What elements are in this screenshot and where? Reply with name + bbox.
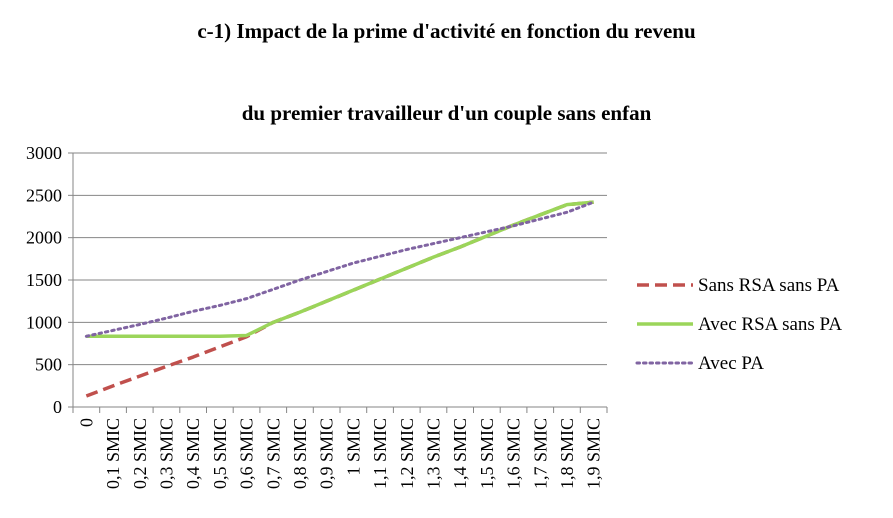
x-tick-label: 0,2 SMIC [130,418,150,489]
x-tick-label: 1,1 SMIC [370,418,390,489]
series-line-3 [84,200,596,338]
x-tick-label: 0,5 SMIC [210,418,230,489]
x-tick-label: 0,6 SMIC [237,418,257,489]
chart-subtitle: du premier travailleur d'un couple sans … [241,101,652,125]
series-line-2 [86,200,594,339]
series-line-1 [85,200,594,398]
x-tick-label: 0 [76,418,96,427]
x-tick-label: 1 SMIC [343,418,363,476]
x-tick-label: 1,4 SMIC [450,418,470,489]
legend-label: Avec PA [698,353,764,374]
y-tick-label: 3000 [26,143,62,163]
x-tick-label: 1,2 SMIC [397,418,417,489]
legend-label: Sans RSA sans PA [698,275,840,296]
y-axis: 0 500 1000 1500 2000 2500 3000 [26,143,74,417]
y-tick-label: 1500 [26,270,62,290]
x-tick-label: 1,9 SMIC [584,418,604,489]
x-tick-label: 1,7 SMIC [530,418,550,489]
y-tick-label: 2500 [26,185,62,205]
x-tick-label: 1,8 SMIC [557,418,577,489]
x-axis: 0 0,1 SMIC 0,2 SMIC 0,3 SMIC 0,4 SMIC 0,5 SMI… [72,406,608,489]
gridlines [73,152,607,366]
chart-title: c-1) Impact de la prime d'activité en fo… [197,19,696,43]
x-tick-label: 0,3 SMIC [156,418,176,489]
y-tick-label: 2000 [26,228,62,248]
x-tick-label: 1,6 SMIC [504,418,524,489]
x-tick-label: 0,9 SMIC [317,418,337,489]
legend: Sans RSA sans PA Avec RSA sans PA Avec PA [635,275,842,374]
x-tick-label: 1,3 SMIC [423,418,443,489]
legend-label: Avec RSA sans PA [698,314,842,335]
x-tick-label: 0,1 SMIC [103,418,123,489]
y-tick-label: 0 [53,397,62,417]
y-tick-label: 500 [35,355,62,375]
x-tick-label: 0,7 SMIC [263,418,283,489]
x-tick-label: 1,5 SMIC [477,418,497,489]
x-tick-label: 0,4 SMIC [183,418,203,489]
x-tick-label: 0,8 SMIC [290,418,310,489]
series-lines [84,200,596,398]
y-tick-label: 1000 [26,312,62,332]
